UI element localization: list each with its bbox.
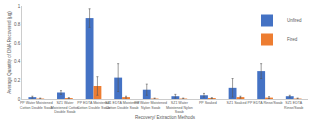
svg-text:Recovery/ Extraction Methods: Recovery/ Extraction Methods [135,115,196,120]
svg-text:SZ1 WaterMoistened NylonSwab: SZ1 WaterMoistened NylonSwab [166,101,193,114]
svg-text:1: 1 [18,4,21,9]
svg-text:SZ1 Soaked: SZ1 Soaked [227,101,247,105]
svg-text:0.6: 0.6 [14,41,21,46]
svg-text:SZ1 EDTARinse/Swab: SZ1 EDTARinse/Swab [284,101,303,110]
svg-text:SZ1 WaterMoistened CottonDoubl: SZ1 WaterMoistened CottonDouble Swab [51,101,79,114]
svg-text:0.4: 0.4 [14,59,21,64]
svg-text:Fired: Fired [287,37,298,42]
svg-text:0: 0 [18,97,21,102]
svg-text:Average Quantity of DNA Recove: Average Quantity of DNA Recovered (µg) [7,11,12,94]
svg-text:PP Soaked: PP Soaked [199,101,217,105]
svg-text:0.8: 0.8 [14,22,21,27]
svg-text:PP EDTA Rinse/Swab: PP EDTA Rinse/Swab [248,101,283,105]
svg-text:SZ1 EDTA MoistenedCotton Doubl: SZ1 EDTA MoistenedCotton Double Swab [105,101,139,110]
svg-text:PP EDTA MoistenedCotton Double: PP EDTA MoistenedCotton Double Swab [77,101,110,110]
svg-text:PP Water MoistenedCotton Doubl: PP Water MoistenedCotton Double Swab [20,101,53,110]
svg-text:0.2: 0.2 [14,78,21,83]
svg-text:PP Water MoistenedNylon Swab: PP Water MoistenedNylon Swab [134,101,167,110]
svg-text:Unfired: Unfired [287,18,302,23]
